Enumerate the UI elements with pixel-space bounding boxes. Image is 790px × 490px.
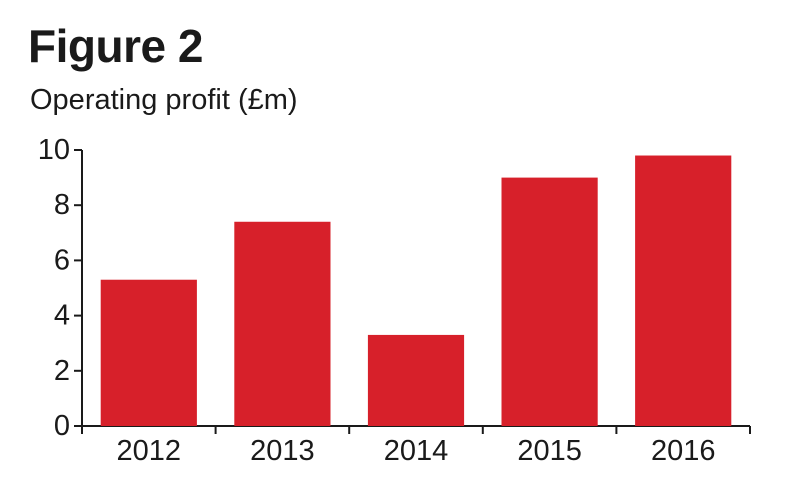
- x-tick-label: 2015: [517, 435, 582, 467]
- x-tick-label: 2014: [384, 435, 449, 467]
- y-tick-label: 4: [54, 300, 70, 332]
- y-tick-label: 10: [38, 134, 70, 166]
- bar-2015: [501, 177, 598, 426]
- x-tick-label: 2013: [250, 435, 315, 467]
- bar-2012: [100, 279, 197, 426]
- y-tick-label: 2: [54, 355, 70, 387]
- chart-subtitle: Operating profit (£m): [30, 84, 298, 116]
- y-tick-label: 8: [54, 189, 70, 221]
- bar-2014: [367, 334, 465, 426]
- x-axis: 2012 2013 2014 2015 2016: [81, 425, 751, 467]
- chart-title: Figure 2: [28, 20, 203, 72]
- bar-2013: [234, 221, 331, 426]
- y-tick-label: 6: [54, 244, 70, 276]
- y-tick-label: 0: [54, 410, 70, 442]
- bar-2016: [635, 155, 732, 426]
- x-tick-label: 2012: [117, 435, 182, 467]
- y-axis: 0 2 4 6 8 10: [38, 134, 83, 442]
- x-tick-label: 2016: [651, 435, 716, 467]
- bars: [100, 155, 732, 426]
